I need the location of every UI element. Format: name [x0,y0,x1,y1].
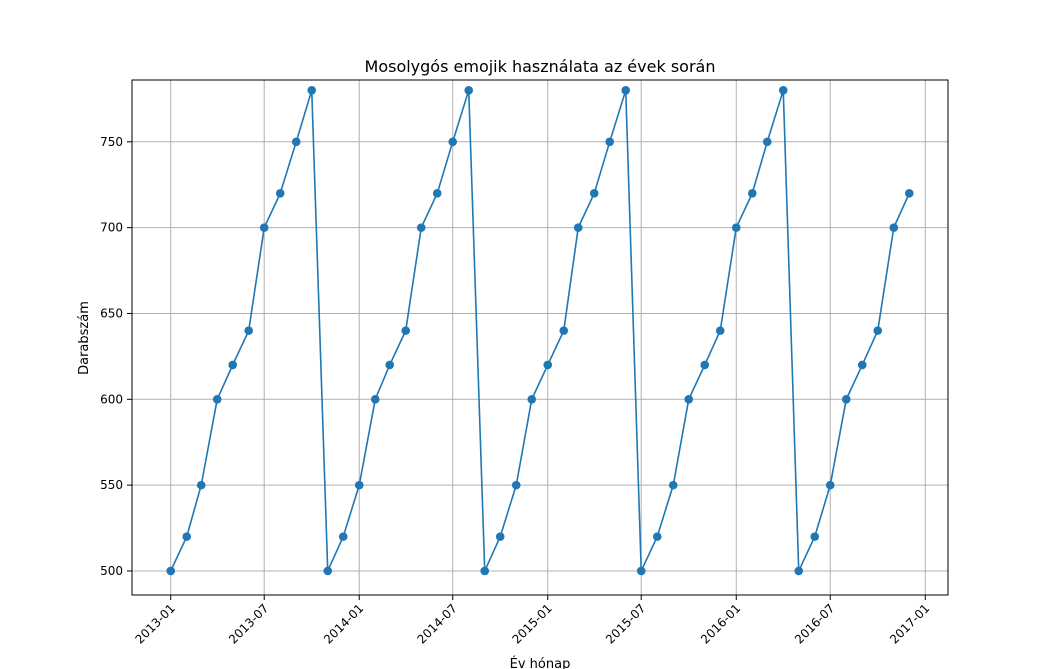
data-point [589,189,599,198]
data-point [291,137,301,147]
data-point [573,223,583,232]
data-point [511,480,521,490]
data-point [527,395,537,404]
data-point [810,532,820,541]
data-point [700,360,710,370]
y-tick-label: 500 [100,564,123,578]
data-point [889,223,899,232]
data-point [338,532,348,541]
data-point [182,532,192,541]
y-tick-label: 700 [100,221,123,235]
series-line [170,90,910,572]
data-point [904,189,914,198]
y-tick-label: 600 [100,392,123,406]
data-point [244,326,254,335]
data-point [196,480,206,490]
data-point [857,360,867,370]
y-tick-label: 650 [100,306,123,320]
data-point [559,326,569,335]
data-point [275,189,285,198]
data-point [747,189,757,198]
data-point [307,86,317,95]
data-point [841,395,851,404]
data-point [385,360,395,370]
chart-title: Mosolygós emojik használata az évek sorá… [365,57,716,76]
data-point [464,86,474,95]
data-point [668,480,678,490]
data-point [495,532,505,541]
x-axis-label: Év hónap [510,656,571,669]
data-point [416,223,426,232]
data-point [652,532,662,541]
grid [132,80,948,595]
data-point [873,326,883,335]
data-point [762,137,772,147]
data-point [794,566,804,576]
data-point [212,395,222,404]
data-point [731,223,741,232]
data-point [636,566,646,576]
data-point [354,480,364,490]
data-point [166,566,176,576]
data-point [259,223,269,232]
data-point [401,326,411,335]
data-point [543,360,553,370]
data-point [370,395,380,404]
data-point [605,137,615,147]
y-tick-label: 550 [100,478,123,492]
plot-area-frame [131,79,949,596]
data-point [715,326,725,335]
data-point [228,360,238,370]
data-point [323,566,333,576]
y-axis-label: Darabszám [77,301,92,375]
data-point [448,137,458,147]
data-point [432,189,442,198]
series-layer [166,86,914,576]
data-point [778,86,788,95]
data-point [684,395,694,404]
data-point [825,480,835,490]
data-point [480,566,490,576]
y-tick-label: 750 [100,135,123,149]
data-point [621,86,631,95]
